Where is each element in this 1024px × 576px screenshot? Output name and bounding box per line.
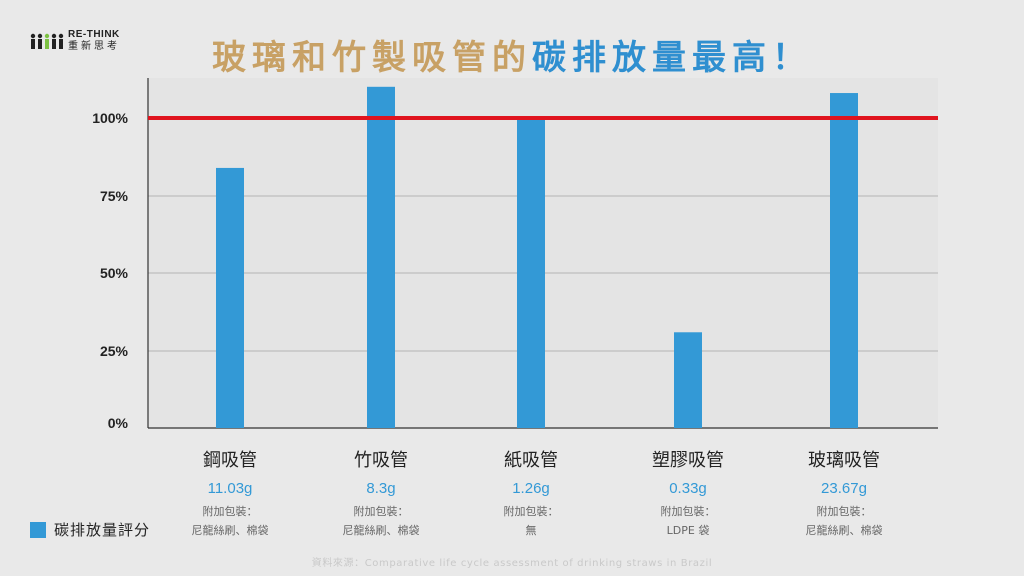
packaging-label: 附加包裝： bbox=[203, 504, 258, 518]
category-label: 竹吸管 bbox=[354, 450, 408, 471]
packaging-items: 尼龍絲刷、棉袋 bbox=[806, 523, 883, 537]
packaging-label: 附加包裝： bbox=[504, 504, 559, 518]
legend-label: 碳排放量評分 bbox=[54, 521, 151, 539]
packaging-items: 尼龍絲刷、棉袋 bbox=[192, 523, 269, 537]
bar bbox=[367, 86, 395, 429]
brand-logo: RE-THINK 重新思考 bbox=[30, 30, 120, 52]
bar bbox=[216, 167, 244, 429]
packaging-items: 尼龍絲刷、棉袋 bbox=[343, 523, 420, 537]
packaging-label: 附加包裝： bbox=[817, 504, 872, 518]
title-part-1: 玻璃和竹製吸管的 bbox=[212, 38, 532, 78]
brand-name-zh: 重新思考 bbox=[68, 41, 120, 52]
legend-swatch bbox=[30, 521, 46, 538]
legend: 碳排放量評分 bbox=[30, 519, 150, 540]
bar bbox=[830, 93, 858, 428]
people-icon bbox=[30, 33, 64, 49]
bar bbox=[517, 118, 545, 428]
packaging-label: 附加包裝： bbox=[661, 504, 716, 518]
y-tick-label: 25% bbox=[100, 343, 129, 359]
y-tick-label: 100% bbox=[92, 110, 128, 126]
bar bbox=[674, 332, 702, 428]
category-label: 玻璃吸管 bbox=[808, 450, 880, 471]
y-tick-label: 0% bbox=[108, 415, 129, 431]
category-weight: 8.3g bbox=[366, 480, 395, 497]
y-tick-label: 50% bbox=[100, 265, 129, 281]
category-weight: 11.03g bbox=[208, 480, 253, 497]
category-weight: 1.26g bbox=[512, 480, 550, 497]
category-label: 鋼吸管 bbox=[203, 450, 257, 471]
category-label: 紙吸管 bbox=[504, 450, 558, 471]
source-note: 資料來源：Comparative life cycle assessment o… bbox=[311, 558, 713, 569]
title-part-2: 碳排放量最高！ bbox=[532, 38, 812, 78]
category-label: 塑膠吸管 bbox=[652, 450, 724, 471]
category-weight: 23.67g bbox=[821, 480, 867, 497]
packaging-label: 附加包裝： bbox=[354, 504, 409, 518]
packaging-items: 無 bbox=[526, 523, 537, 537]
y-tick-label: 75% bbox=[100, 188, 129, 204]
category-weight: 0.33g bbox=[669, 480, 707, 497]
brand-name-en: RE-THINK bbox=[68, 29, 120, 40]
chart-title: 玻璃和竹製吸管的碳排放量最高！ bbox=[0, 30, 1024, 79]
packaging-items: LDPE 袋 bbox=[667, 523, 710, 537]
